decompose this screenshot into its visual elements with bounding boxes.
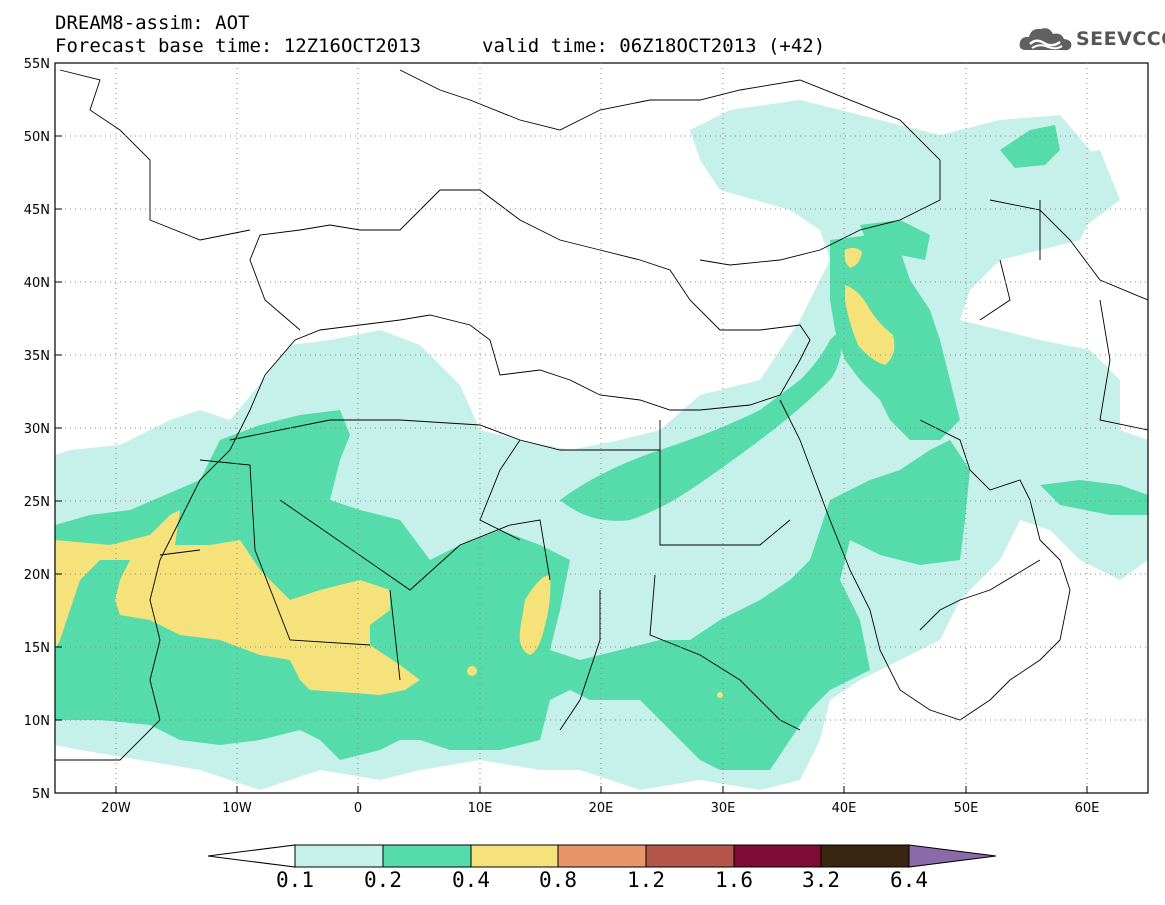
colorbar-swatch	[382, 844, 472, 868]
colorbar-swatch	[820, 844, 910, 868]
lat-label: 40N	[24, 276, 50, 291]
colorbar-label: 6.4	[890, 868, 928, 892]
logo-text: SEEVCCC	[1076, 28, 1165, 50]
colorbar-label: 1.2	[627, 868, 665, 892]
colorbar-swatch	[557, 844, 647, 868]
aot-band-0.2	[55, 125, 1148, 770]
valid-time: valid time: 06Z18OCT2013 (+42)	[482, 35, 826, 57]
lat-label: 55N	[24, 57, 50, 72]
colorbar-low-triangle	[207, 844, 296, 868]
colorbar-high-triangle	[908, 844, 997, 868]
lon-label: 40E	[832, 801, 857, 816]
lon-label: 20W	[101, 801, 131, 816]
graticule	[55, 63, 1148, 793]
lon-label: 10E	[468, 801, 493, 816]
lon-label: 30E	[711, 801, 736, 816]
colorbar-label: 0.1	[276, 868, 314, 892]
axis-ticks	[55, 62, 1088, 794]
lon-label: 10W	[222, 801, 252, 816]
seevccc-logo: SEEVCCC	[1018, 24, 1165, 56]
colorbar-label: 0.4	[452, 868, 490, 892]
aot-band-0.4	[55, 247, 895, 698]
lon-label: 0	[354, 801, 362, 816]
colorbar-label: 0.8	[539, 868, 577, 892]
lon-label: 50E	[954, 801, 979, 816]
coastlines	[55, 69, 1148, 761]
colorbar-label: 1.6	[715, 868, 753, 892]
lon-label: 20E	[589, 801, 614, 816]
colorbar-swatch	[294, 844, 384, 868]
colorbar-swatch	[645, 844, 735, 868]
lat-label: 5N	[32, 787, 50, 802]
lat-label: 15N	[24, 641, 50, 656]
colorbar	[207, 844, 997, 868]
lat-label: 10N	[24, 714, 50, 729]
lat-label: 35N	[24, 349, 50, 364]
lon-label: 60E	[1075, 801, 1100, 816]
lat-label: 20N	[24, 568, 50, 583]
map-title: DREAM8-assim: AOT	[55, 12, 250, 34]
lat-label: 50N	[24, 130, 50, 145]
cloud-icon	[1019, 28, 1072, 51]
forecast-base-time: Forecast base time: 12Z16OCT2013	[55, 35, 422, 57]
colorbar-label: 0.2	[364, 868, 402, 892]
lat-label: 45N	[24, 203, 50, 218]
lat-label: 30N	[24, 422, 50, 437]
colorbar-label: 3.2	[802, 868, 840, 892]
colorbar-swatch	[733, 844, 822, 868]
aot-contours	[55, 100, 1148, 790]
colorbar-swatch	[470, 844, 559, 868]
lat-label: 25N	[24, 495, 50, 510]
